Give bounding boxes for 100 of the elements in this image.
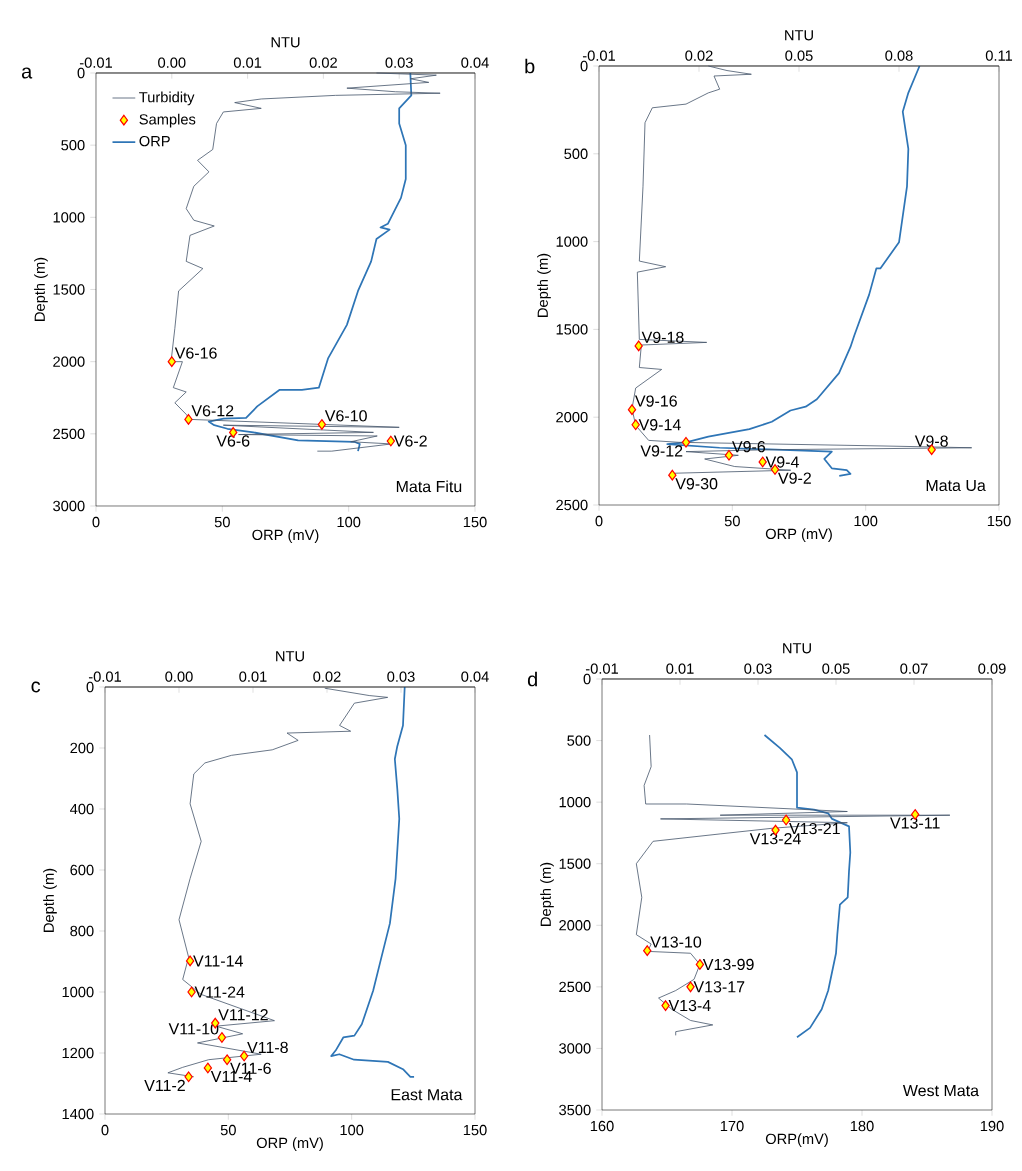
x2-tick-label: -0.01 <box>88 671 121 682</box>
y-tick-label: 2500 <box>559 981 591 993</box>
data-label: V11-24 <box>194 986 245 998</box>
x-tick-label: 100 <box>337 516 361 528</box>
x2-tick-label: -0.01 <box>585 663 619 674</box>
x-axis-title: ORP (mV) <box>256 1137 323 1151</box>
data-label: V9-2 <box>778 472 811 484</box>
data-label: V11-12 <box>218 1009 268 1021</box>
legend-label: Turbidity <box>139 91 195 106</box>
data-label: V9-8 <box>914 435 948 447</box>
x2-tick-label: 0.04 <box>461 671 489 682</box>
y-axis-title: Depth (m) <box>43 868 57 932</box>
y-tick-label: 1000 <box>559 796 591 808</box>
y-tick-label: 1500 <box>559 858 591 869</box>
y-tick-label: 2000 <box>559 920 591 931</box>
data-label: V13-21 <box>789 822 840 835</box>
x2-tick-label: 0.07 <box>900 663 928 674</box>
x2-tick-label: 0.01 <box>233 57 262 68</box>
data-label: V13-4 <box>668 999 711 1012</box>
x2-tick-label: 0.03 <box>387 671 415 682</box>
y-tick-label: 2000 <box>556 412 588 423</box>
y-tick-label: 0 <box>77 67 85 79</box>
x2-tick-label: 0.01 <box>239 671 267 682</box>
x-tick-label: 150 <box>463 516 487 528</box>
data-label: V13-10 <box>650 936 702 948</box>
x2-tick-label: -0.01 <box>79 57 112 68</box>
data-label: V6-10 <box>324 410 367 422</box>
y-axis-title: Depth (m) <box>540 862 554 926</box>
data-label: V13-24 <box>749 833 801 845</box>
x-tick-label: 50 <box>220 1124 236 1136</box>
legend-label: Samples <box>139 113 196 128</box>
data-label: V11-10 <box>168 1023 219 1035</box>
x2-tick-label: 0.00 <box>158 57 186 68</box>
data-label: V6-2 <box>393 435 427 447</box>
data-label: V11-8 <box>247 1041 288 1054</box>
y-tick-label: 1200 <box>62 1047 94 1059</box>
x-tick-label: 170 <box>720 1120 744 1132</box>
chart-title: b <box>525 58 535 74</box>
x2-tick-label: 0.00 <box>165 671 193 682</box>
x-tick-label: 190 <box>980 1120 1004 1132</box>
x2-axis-title: NTU <box>271 37 300 48</box>
data-label: V13-11 <box>890 817 940 829</box>
y-tick-label: 0 <box>86 681 94 693</box>
x2-tick-label: 0.02 <box>685 50 713 61</box>
x2-axis-title: NTU <box>783 643 811 654</box>
y-axis-title: Depth (m) <box>34 257 48 321</box>
data-label: V13-17 <box>693 981 745 993</box>
y-tick-label: 3000 <box>559 1043 591 1054</box>
y-tick-label: 2500 <box>556 499 588 511</box>
y-tick-label: 500 <box>564 148 588 159</box>
data-label: V9-30 <box>675 478 718 490</box>
x-tick-label: 0 <box>101 1124 109 1136</box>
data-label: V6-16 <box>174 347 217 359</box>
y-tick-label: 500 <box>61 139 85 151</box>
x-tick-label: 100 <box>340 1124 364 1136</box>
y-tick-label: 2000 <box>53 356 85 367</box>
x2-tick-label: 0.09 <box>978 663 1006 674</box>
line-series <box>330 686 415 1078</box>
y-tick-label: 2500 <box>53 428 85 440</box>
x-axis-title: ORP(mV) <box>765 1133 828 1147</box>
x-axis-title: ORP (mV) <box>252 529 319 543</box>
y-tick-label: 1500 <box>53 284 85 295</box>
chart-title: d <box>527 671 537 687</box>
annotation: West Mata <box>902 1085 980 1097</box>
data-label: V6-12 <box>191 405 234 417</box>
x-tick-label: 100 <box>854 515 878 527</box>
x2-tick-label: 0.02 <box>309 57 337 68</box>
y-tick-label: 0 <box>583 673 591 685</box>
x2-tick-label: 0.05 <box>785 50 813 61</box>
y-tick-label: 3000 <box>53 500 85 512</box>
x2-tick-label: -0.01 <box>582 50 615 61</box>
data-label: V11-14 <box>193 955 243 967</box>
x2-tick-label: 0.03 <box>385 57 413 68</box>
data-label: V13-99 <box>702 958 754 971</box>
x-tick-label: 0 <box>595 515 603 527</box>
y-axis-title: Depth (m) <box>537 253 551 317</box>
y-tick-label: 800 <box>70 925 94 937</box>
x-tick-label: 50 <box>214 516 230 528</box>
x2-tick-label: 0.05 <box>822 663 850 674</box>
y-tick-label: 1000 <box>53 212 85 223</box>
x2-tick-label: 0.01 <box>666 663 694 674</box>
data-label: V9-14 <box>638 419 681 431</box>
annotation: Mata Fitu <box>396 480 462 493</box>
legend-label: ORP <box>139 135 170 147</box>
y-tick-label: 200 <box>70 742 94 754</box>
data-label: V9-16 <box>635 395 677 407</box>
data-label: V9-12 <box>640 445 683 457</box>
x-tick-label: 150 <box>987 515 1011 527</box>
x2-axis-title: NTU <box>276 651 304 662</box>
x-tick-label: 50 <box>724 515 740 527</box>
y-tick-label: 1400 <box>62 1108 94 1120</box>
x2-axis-title: NTU <box>785 30 813 41</box>
x2-tick-label: 0.03 <box>744 663 772 674</box>
chart-title: c <box>31 681 41 693</box>
y-tick-label: 1500 <box>556 324 588 335</box>
y-tick-label: 600 <box>70 864 94 876</box>
y-tick-label: 400 <box>70 803 94 815</box>
x2-tick-label: 0.04 <box>461 57 489 68</box>
chart-title: a <box>21 67 33 79</box>
y-tick-label: 0 <box>580 60 588 72</box>
